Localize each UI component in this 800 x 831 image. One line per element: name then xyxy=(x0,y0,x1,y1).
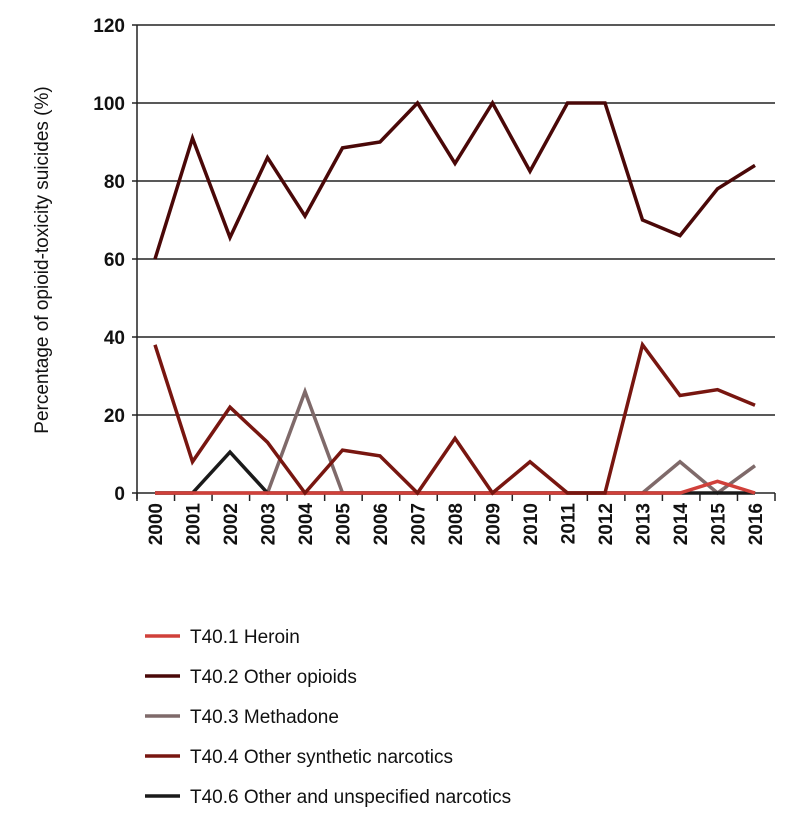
y-axis-label: Percentage of opioid-toxicity suicides (… xyxy=(32,86,53,433)
y-tick-label: 100 xyxy=(93,94,125,115)
series-line-t40.1 xyxy=(155,479,756,495)
x-tick-label: 2010 xyxy=(521,503,542,545)
legend-label: T40.6 Other and unspecified narcotics xyxy=(190,787,511,808)
legend-label: T40.4 Other synthetic narcotics xyxy=(190,747,453,768)
legend-item: T40.6 Other and unspecified narcotics xyxy=(145,787,511,808)
legend-item: T40.4 Other synthetic narcotics xyxy=(145,747,453,768)
x-tick-label: 2005 xyxy=(334,503,355,546)
x-tick-label: 2004 xyxy=(296,503,317,546)
x-tick-label: 2009 xyxy=(484,503,505,545)
x-tick-label: 2008 xyxy=(446,503,467,545)
legend-label: T40.2 Other opioids xyxy=(190,667,357,688)
x-tick-label: 2007 xyxy=(409,503,430,545)
x-tick-label: 2003 xyxy=(259,503,280,545)
legend-label: T40.1 Heroin xyxy=(190,627,300,648)
x-tick-label: 2013 xyxy=(634,503,655,545)
y-tick-label: 0 xyxy=(114,484,125,505)
x-tick-label: 2001 xyxy=(184,503,205,546)
legend-item: T40.2 Other opioids xyxy=(145,667,357,688)
x-tick-label: 2014 xyxy=(671,503,692,546)
x-tick-label: 2016 xyxy=(746,503,767,545)
x-tick-label: 2000 xyxy=(146,503,167,545)
x-tick-label: 2012 xyxy=(596,503,617,545)
legend-item: T40.1 Heroin xyxy=(145,627,300,648)
x-tick-label: 2011 xyxy=(559,503,580,545)
y-tick-label: 40 xyxy=(104,328,125,349)
legend-label: T40.3 Methadone xyxy=(190,707,339,728)
y-tick-label: 80 xyxy=(104,172,125,193)
legend-item: T40.3 Methadone xyxy=(145,707,339,728)
y-tick-label: 120 xyxy=(93,16,125,37)
series-line-t40.3 xyxy=(155,386,757,496)
y-tick-label: 20 xyxy=(104,406,125,427)
series-line-t40.2 xyxy=(153,99,756,260)
series-line-t40.4 xyxy=(153,340,756,496)
y-tick-label: 60 xyxy=(104,250,125,271)
x-tick-label: 2002 xyxy=(221,503,242,545)
x-tick-label: 2015 xyxy=(709,503,730,546)
x-tick-label: 2006 xyxy=(371,503,392,545)
